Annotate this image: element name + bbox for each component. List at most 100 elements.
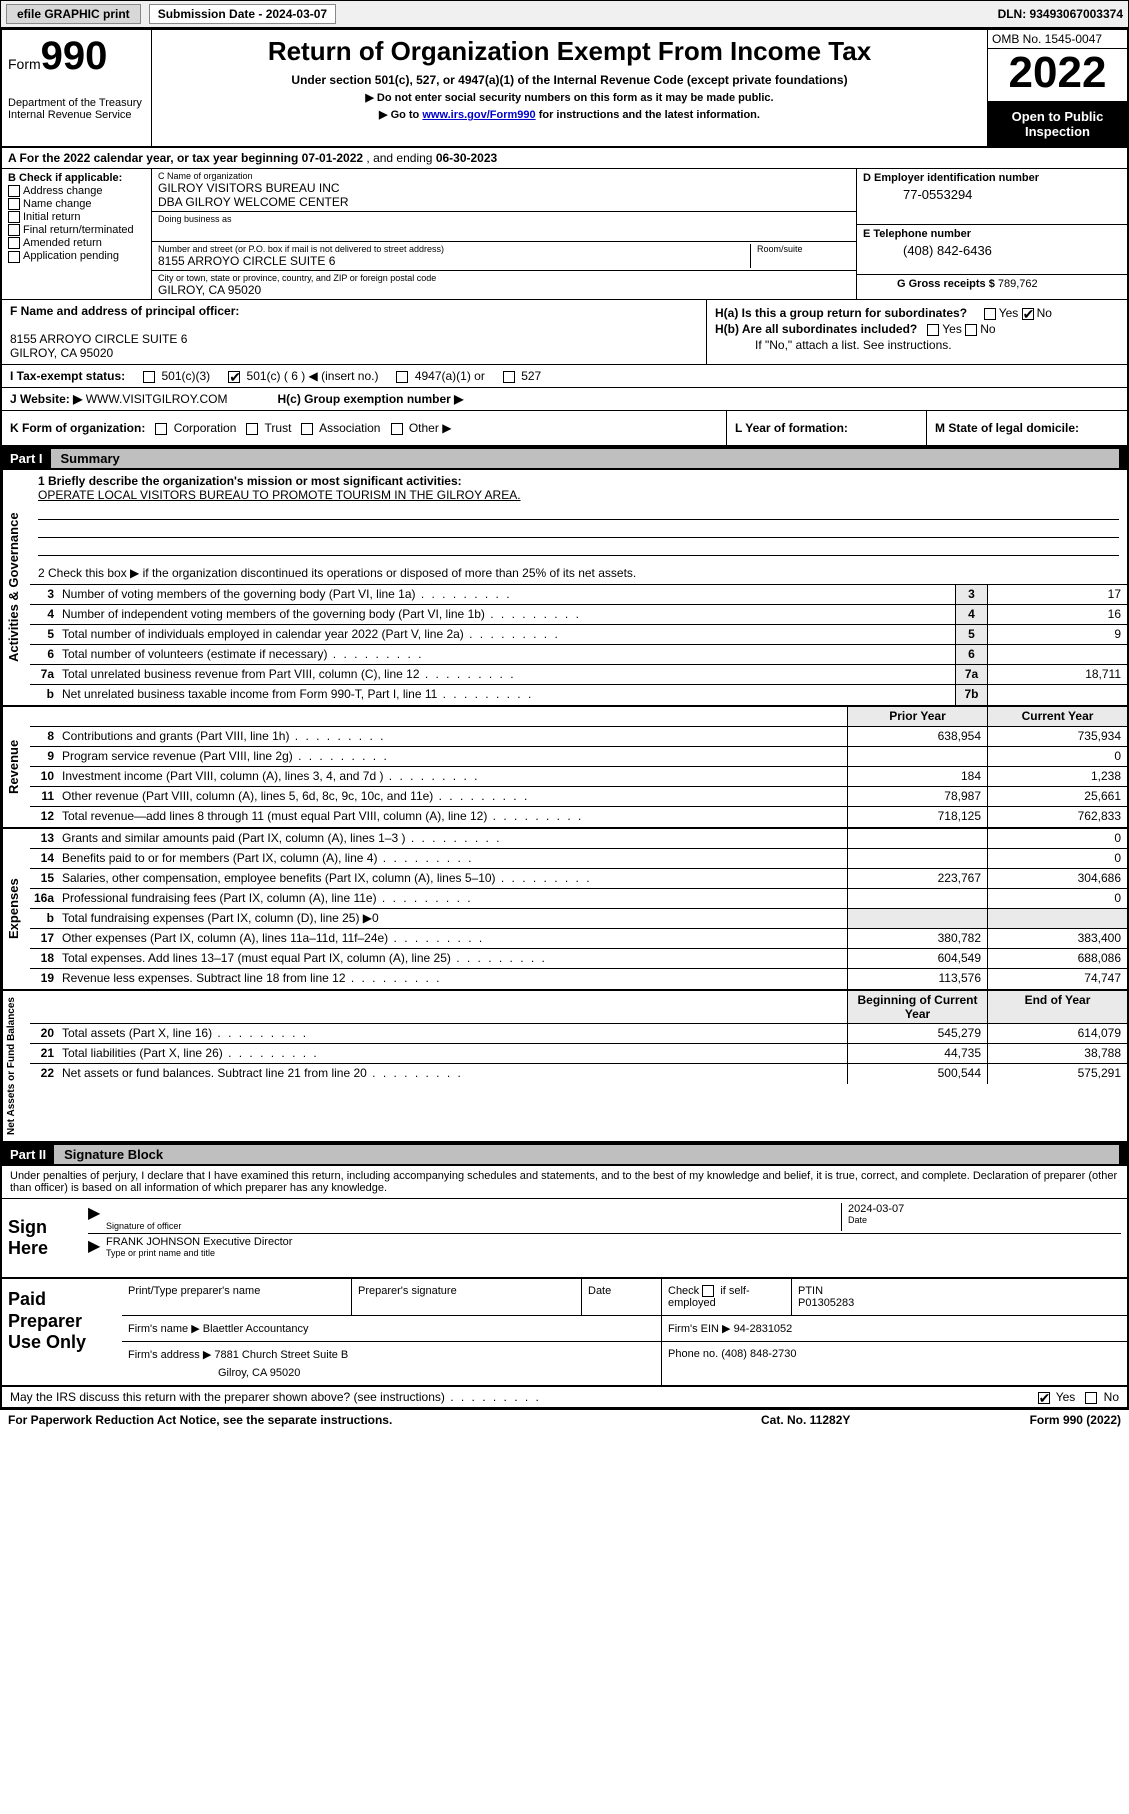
firm-phone-value: (408) 848-2730 — [721, 1348, 796, 1360]
sub3-post: for instructions and the latest informat… — [536, 109, 760, 121]
opt-corporation: Corporation — [174, 421, 237, 435]
street-label: Number and street (or P.O. box if mail i… — [158, 244, 750, 254]
hb-label: H(b) Are all subordinates included? — [715, 322, 917, 336]
officer-label: F Name and address of principal officer: — [10, 304, 239, 318]
opt-trust: Trust — [265, 421, 292, 435]
revenue-header-row: Prior Year Current Year — [30, 707, 1127, 727]
header-left: Form990 Department of the Treasury Inter… — [2, 30, 152, 146]
q1-label: 1 Briefly describe the organization's mi… — [38, 474, 462, 488]
summary-row: 18Total expenses. Add lines 13–17 (must … — [30, 949, 1127, 969]
dln-label: DLN: 93493067003374 — [998, 7, 1123, 21]
chk-application-pending[interactable]: Application pending — [8, 250, 145, 262]
website-label: J Website: ▶ — [10, 392, 86, 406]
year-end: 06-30-2023 — [436, 151, 497, 165]
phone-value: (408) 842-6436 — [863, 243, 1121, 258]
summary-row: 9Program service revenue (Part VIII, lin… — [30, 747, 1127, 767]
chk-address-change[interactable]: Address change — [8, 185, 145, 197]
chk-501c[interactable] — [228, 371, 240, 383]
website-value: WWW.VISITGILROY.COM — [86, 392, 228, 406]
summary-row: 10Investment income (Part VIII, column (… — [30, 767, 1127, 787]
hb-no-chk[interactable] — [965, 324, 977, 336]
governance-block: Activities & Governance 1 Briefly descri… — [2, 470, 1127, 707]
submission-date: Submission Date - 2024-03-07 — [149, 4, 336, 24]
chk-may-no[interactable] — [1085, 1392, 1097, 1404]
mission-block: 1 Briefly describe the organization's mi… — [30, 470, 1127, 562]
form-of-org: K Form of organization: Corporation Trus… — [2, 411, 727, 445]
col-b-checkboxes: B Check if applicable: Address change Na… — [2, 169, 152, 299]
col-b-label: B Check if applicable: — [8, 172, 145, 184]
omb-number: OMB No. 1545-0047 — [988, 30, 1127, 49]
sub3-pre: ▶ Go to — [379, 109, 422, 121]
prep-name-label: Print/Type preparer's name — [122, 1279, 352, 1315]
section-bcde: B Check if applicable: Address change Na… — [2, 169, 1127, 300]
pra-notice: For Paperwork Reduction Act Notice, see … — [8, 1413, 761, 1427]
sign-here-block: Sign Here ▶ Signature of officer 2024-03… — [2, 1199, 1127, 1279]
form-990-container: Form990 Department of the Treasury Inter… — [0, 28, 1129, 1410]
hb-no: No — [980, 322, 995, 336]
summary-row: 7aTotal unrelated business revenue from … — [30, 665, 1127, 685]
chk-trust[interactable] — [246, 423, 258, 435]
chk-name-change[interactable]: Name change — [8, 198, 145, 210]
summary-row: 5Total number of individuals employed in… — [30, 625, 1127, 645]
firm-phone-label: Phone no. — [668, 1348, 718, 1360]
paid-preparer-block: Paid Preparer Use Only Print/Type prepar… — [2, 1279, 1127, 1387]
firm-addr-label: Firm's address ▶ — [128, 1349, 211, 1361]
chk-final-return[interactable]: Final return/terminated — [8, 224, 145, 236]
summary-row: 17Other expenses (Part IX, column (A), l… — [30, 929, 1127, 949]
hb-note: If "No," attach a list. See instructions… — [715, 338, 1119, 352]
org-name-label: C Name of organization — [158, 171, 850, 181]
arrow-icon: ▶ — [88, 1203, 106, 1231]
row-j-website: J Website: ▶ WWW.VISITGILROY.COM H(c) Gr… — [2, 388, 1127, 411]
may-no: No — [1104, 1390, 1119, 1404]
uline — [38, 540, 1119, 556]
summary-row: 12Total revenue—add lines 8 through 11 (… — [30, 807, 1127, 827]
irs-link[interactable]: www.irs.gov/Form990 — [422, 109, 535, 121]
ha-yes: Yes — [999, 306, 1019, 320]
room-suite-label: Room/suite — [750, 244, 850, 268]
prep-self-employed: Check if self-employed — [662, 1279, 792, 1315]
form-subtitle-3: ▶ Go to www.irs.gov/Form990 for instruct… — [158, 108, 981, 121]
chk-other[interactable] — [391, 423, 403, 435]
vtab-revenue: Revenue — [2, 707, 30, 827]
firm-name-label: Firm's name ▶ — [128, 1323, 200, 1335]
row-a-mid: , and ending — [366, 151, 435, 165]
row-klm: K Form of organization: Corporation Trus… — [2, 411, 1127, 447]
sign-date-value: 2024-03-07 — [848, 1203, 1121, 1215]
mission-text: OPERATE LOCAL VISITORS BUREAU TO PROMOTE… — [38, 488, 1119, 502]
form-number: 990 — [41, 34, 108, 78]
hb-yes-chk[interactable] — [927, 324, 939, 336]
chk-amended-return[interactable]: Amended return — [8, 237, 145, 249]
firm-ein-value: 94-2831052 — [734, 1323, 793, 1335]
col-beginning-year: Beginning of Current Year — [847, 991, 987, 1023]
org-name-2: DBA GILROY WELCOME CENTER — [158, 195, 850, 209]
form-header: Form990 Department of the Treasury Inter… — [2, 30, 1127, 148]
sign-date-label: Date — [848, 1215, 1121, 1225]
chk-501c3[interactable] — [143, 371, 155, 383]
net-assets-block: Net Assets or Fund Balances Beginning of… — [2, 991, 1127, 1143]
summary-row: 15Salaries, other compensation, employee… — [30, 869, 1127, 889]
summary-row: 8Contributions and grants (Part VIII, li… — [30, 727, 1127, 747]
summary-row: 16aProfessional fundraising fees (Part I… — [30, 889, 1127, 909]
part-2-header: Part II Signature Block — [2, 1143, 1127, 1166]
revenue-block: Revenue Prior Year Current Year 8Contrib… — [2, 707, 1127, 829]
chk-corporation[interactable] — [155, 423, 167, 435]
arrow-icon: ▶ — [88, 1236, 106, 1258]
row-a-pre: A For the 2022 calendar year, or tax yea… — [8, 151, 302, 165]
chk-may-yes[interactable] — [1038, 1392, 1050, 1404]
chk-4947[interactable] — [396, 371, 408, 383]
page-footer: For Paperwork Reduction Act Notice, see … — [0, 1410, 1129, 1430]
ptin-value: P01305283 — [798, 1297, 1121, 1309]
officer-name-label: Type or print name and title — [106, 1248, 1121, 1258]
chk-self-employed[interactable] — [702, 1285, 714, 1297]
opt-501c3: 501(c)(3) — [162, 369, 211, 383]
ha-no-chk[interactable] — [1022, 308, 1034, 320]
ha-yes-chk[interactable] — [984, 308, 996, 320]
state-of-domicile: M State of legal domicile: — [927, 411, 1127, 445]
officer-addr2: GILROY, CA 95020 — [10, 346, 698, 360]
chk-association[interactable] — [301, 423, 313, 435]
form-ref: Form 990 (2022) — [961, 1413, 1121, 1427]
efile-button[interactable]: efile GRAPHIC print — [6, 4, 141, 24]
form-subtitle-2: ▶ Do not enter social security numbers o… — [158, 91, 981, 104]
chk-527[interactable] — [503, 371, 515, 383]
chk-initial-return[interactable]: Initial return — [8, 211, 145, 223]
